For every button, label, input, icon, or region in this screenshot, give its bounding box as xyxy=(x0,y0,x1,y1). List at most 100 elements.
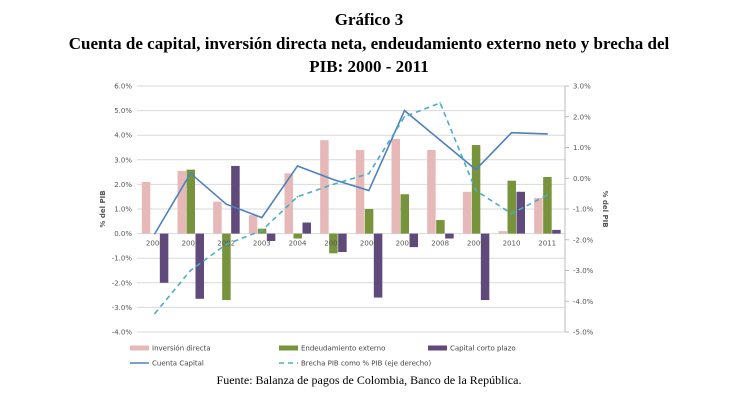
y2-tick-label: 0.0% xyxy=(573,175,591,183)
brecha-pib-point xyxy=(189,269,192,272)
bar-endeudamiento-externo xyxy=(436,220,445,234)
x-tick-label: 2006 xyxy=(360,240,378,248)
y-tick-label: 6.0% xyxy=(114,83,132,91)
bar-inversión-directa xyxy=(534,197,543,234)
chart-title-line1: Gráfico 3 xyxy=(334,10,404,29)
bar-capital-corto-plazo xyxy=(231,165,240,234)
cuenta-capital-point xyxy=(403,109,406,112)
bar-capital-corto-plazo xyxy=(302,222,311,234)
x-tick-label: 2008 xyxy=(431,240,449,248)
bar-inversión-directa xyxy=(141,181,151,234)
y-tick-label: 1.0% xyxy=(114,206,132,214)
y-tick-label: 0.0% xyxy=(114,230,132,238)
bar-endeudamiento-externo xyxy=(222,233,231,301)
bar-inversión-directa xyxy=(391,138,400,234)
brecha-pib-point xyxy=(296,195,299,198)
bar-inversión-directa xyxy=(498,231,507,234)
bar-capital-corto-plazo xyxy=(159,233,169,283)
x-tick-label: 2007 xyxy=(396,240,414,248)
chart-title-line2: Cuenta de capital, inversión directa net… xyxy=(68,34,670,53)
legend-label: Cuenta Capital xyxy=(152,360,204,368)
y2-tick-label: 1.0% xyxy=(573,144,591,152)
bar-capital-corto-plazo xyxy=(195,233,204,299)
brecha-pib-point xyxy=(154,312,156,315)
x-tick-label: 2000 xyxy=(146,240,164,248)
bar-capital-corto-plazo xyxy=(552,229,561,234)
bar-inversión-directa xyxy=(355,149,365,234)
x-tick-label: 2009 xyxy=(467,240,485,248)
x-tick-label: 2005 xyxy=(324,240,342,248)
brecha-pib-point xyxy=(546,194,548,196)
bar-endeudamiento-externo xyxy=(186,169,195,234)
y2-tick-label: 2.0% xyxy=(573,113,591,121)
brecha-pib-point xyxy=(403,115,406,118)
y2-tick-label: -4.0% xyxy=(573,298,594,306)
bar-endeudamiento-externo xyxy=(507,180,516,234)
legend-label: Endeudamiento externo xyxy=(301,345,385,353)
y-tick-label: -4.0% xyxy=(112,329,133,337)
cuenta-capital-point xyxy=(154,232,156,235)
source-note: Fuente: Balanza de pagos de Colombia, Ba… xyxy=(216,373,522,387)
legend-swatch xyxy=(428,345,447,351)
bar-inversión-directa xyxy=(284,173,293,234)
cuenta-capital-point xyxy=(439,139,441,141)
brecha-pib-point xyxy=(368,172,370,175)
y2-tick-label: -1.0% xyxy=(573,206,594,214)
legend-label: Inversión directa xyxy=(152,345,211,353)
bar-endeudamiento-externo xyxy=(543,177,552,234)
bar-endeudamiento-externo xyxy=(364,209,374,234)
bar-inversión-directa xyxy=(213,201,222,234)
brecha-pib-point xyxy=(439,102,441,104)
bar-inversión-directa xyxy=(462,191,472,234)
y2-axis-label: % del PIB xyxy=(601,190,609,227)
y-axis-label: % del PIB xyxy=(99,190,107,227)
cuenta-capital-point xyxy=(225,203,227,205)
cuenta-capital-point xyxy=(368,189,370,192)
legend-label: Brecha PIB como % PIB (eje derecho) xyxy=(301,360,431,368)
bar-capital-corto-plazo xyxy=(338,233,347,253)
brecha-pib-line xyxy=(154,101,548,315)
legend-swatch xyxy=(130,345,149,351)
x-tick-label: 2004 xyxy=(289,240,307,248)
bar-inversión-directa xyxy=(248,215,258,234)
y2-tick-label: 3.0% xyxy=(573,83,591,91)
bar-endeudamiento-externo xyxy=(400,194,409,234)
bar-capital-corto-plazo xyxy=(480,233,490,301)
brecha-pib-point xyxy=(510,212,513,215)
bar-capital-corto-plazo xyxy=(266,233,276,241)
brecha-pib-point xyxy=(332,183,334,186)
bar-capital-corto-plazo xyxy=(373,233,383,298)
y2-tick-label: -2.0% xyxy=(573,236,594,244)
cuenta-capital-point xyxy=(475,168,477,171)
cuenta-capital-point xyxy=(189,172,192,175)
y-tick-label: -3.0% xyxy=(112,304,133,312)
y2-tick-label: -5.0% xyxy=(573,329,594,337)
cuenta-capital-point xyxy=(296,165,299,167)
brecha-pib-point xyxy=(225,243,227,246)
bar-inversión-directa xyxy=(427,149,436,234)
y-tick-label: 2.0% xyxy=(114,181,132,189)
brecha-pib-point xyxy=(475,189,477,192)
y-tick-label: 5.0% xyxy=(114,107,132,115)
y2-tick-label: -3.0% xyxy=(573,267,594,275)
bar-endeudamiento-externo xyxy=(293,233,302,239)
cuenta-capital-point xyxy=(332,178,334,181)
x-tick-label: 2010 xyxy=(503,240,521,248)
cuenta-capital-point xyxy=(546,133,548,135)
cuenta-capital-point xyxy=(261,216,263,219)
x-tick-label: 2011 xyxy=(538,240,556,248)
bar-capital-corto-plazo xyxy=(409,233,418,248)
bar-capital-corto-plazo xyxy=(516,191,525,234)
bar-endeudamiento-externo xyxy=(329,233,338,254)
brecha-pib-point xyxy=(261,229,263,232)
legend-label: Capital corto plazo xyxy=(450,345,516,353)
x-tick-label: 2003 xyxy=(253,240,271,248)
cuenta-capital-point xyxy=(510,131,513,134)
legend-swatch xyxy=(279,345,298,351)
y-tick-label: 3.0% xyxy=(114,156,132,164)
x-tick-label: 2001 xyxy=(182,240,200,248)
cuenta-capital-line xyxy=(154,109,548,235)
y-tick-label: -2.0% xyxy=(112,279,133,287)
y-tick-label: 4.0% xyxy=(114,132,132,140)
